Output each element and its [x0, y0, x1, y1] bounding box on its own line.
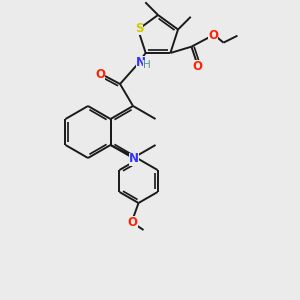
Text: O: O — [128, 215, 137, 229]
Text: O: O — [95, 68, 105, 82]
Text: N: N — [136, 56, 146, 68]
Text: O: O — [208, 29, 218, 42]
Text: N: N — [129, 152, 139, 166]
Text: H: H — [143, 60, 151, 70]
Text: S: S — [135, 22, 143, 35]
Text: O: O — [192, 60, 203, 73]
